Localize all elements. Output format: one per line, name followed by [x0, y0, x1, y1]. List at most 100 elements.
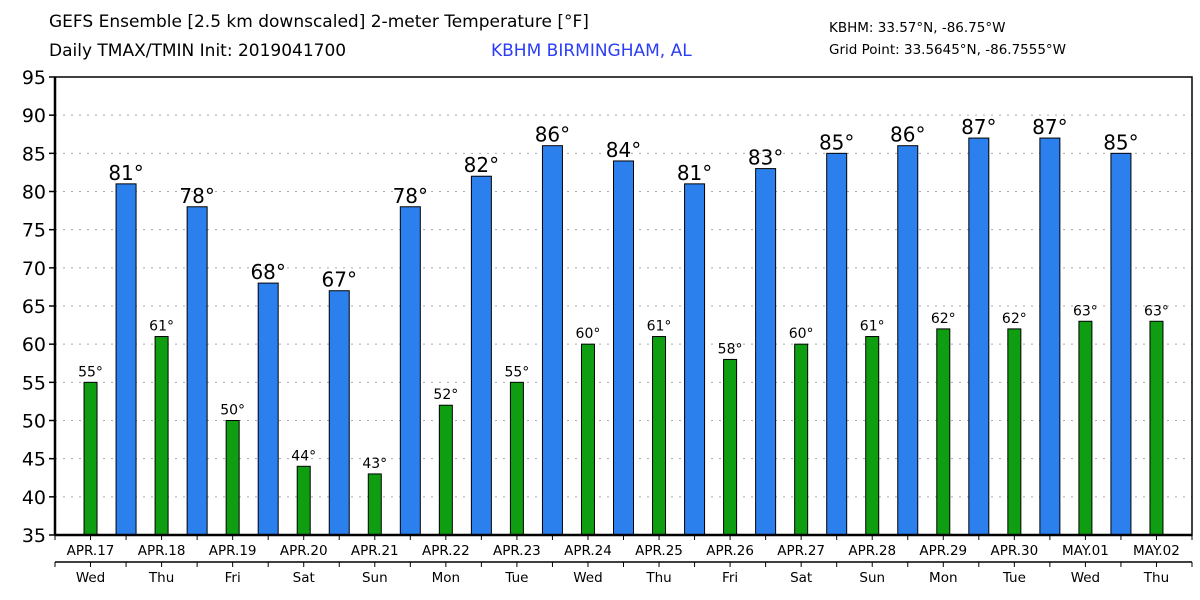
tmax-label: 84°: [606, 138, 641, 162]
y-tick-label: 95: [22, 67, 46, 89]
tmax-bar: [186, 206, 208, 536]
tmax-label: 87°: [1032, 115, 1067, 139]
bars: [83, 137, 1164, 536]
tmax-bar: [470, 175, 492, 536]
tmin-bar: [794, 343, 809, 536]
tmin-bar: [1149, 320, 1164, 536]
tmin-label: 52°: [433, 387, 458, 403]
x-tick-label: APR.21: [351, 543, 399, 559]
weekday-label: Sun: [859, 570, 885, 586]
x-tick-label: APR.19: [209, 543, 257, 559]
tmin-bar: [438, 404, 453, 536]
tmin-label: 60°: [576, 326, 601, 342]
tmin-label: 62°: [931, 311, 956, 327]
tmin-bar: [1078, 320, 1093, 536]
x-tick-label: APR.28: [848, 543, 896, 559]
weekday-label: Wed: [76, 570, 105, 586]
tmax-label: 82°: [464, 153, 499, 177]
tmax-bar: [613, 160, 634, 536]
grid-point-coordinates: Grid Point: 33.5645°N, -86.7555°W: [829, 42, 1067, 58]
chart-subtitle: Daily TMAX/TMIN Init: 2019041700: [49, 41, 347, 61]
weekday-label: Mon: [432, 570, 460, 586]
tmin-bar: [225, 420, 240, 536]
tmax-bar: [328, 290, 350, 536]
tmax-label: 87°: [961, 115, 996, 139]
tmax-label: 86°: [890, 123, 925, 147]
x-tick-label: APR.25: [635, 543, 683, 559]
station-name: KBHM BIRMINGHAM, AL: [491, 41, 692, 61]
tmin-label: 50°: [220, 403, 245, 419]
tmin-bar: [83, 381, 98, 536]
tmax-bar: [897, 145, 919, 536]
y-tick-label: 60: [22, 334, 46, 356]
tmin-bar: [936, 328, 951, 536]
tmax-label: 85°: [1103, 130, 1138, 154]
y-tick-label: 40: [22, 487, 46, 509]
tmax-bar: [755, 168, 777, 536]
tmax-bar: [1039, 137, 1061, 536]
tmin-label: 63°: [1073, 303, 1098, 319]
x-tick-label: APR.24: [564, 543, 612, 559]
tmin-bar: [652, 336, 667, 536]
x-tick-label: APR.18: [138, 543, 186, 559]
tmin-label: 61°: [860, 319, 885, 335]
weekday-label: Mon: [929, 570, 957, 586]
x-tick-label: MAY.02: [1133, 543, 1180, 559]
tmax-bar: [968, 137, 990, 536]
tmin-label: 44°: [291, 448, 316, 464]
y-tick-label: 80: [22, 182, 46, 204]
chart-title: GEFS Ensemble [2.5 km downscaled] 2-mete…: [49, 12, 589, 32]
weekday-label: Sat: [790, 570, 812, 586]
x-tick-label: APR.26: [706, 543, 754, 559]
tmax-label: 85°: [819, 130, 854, 154]
tmin-bar: [865, 336, 880, 536]
x-tick-label: APR.17: [67, 543, 115, 559]
weekday-label: Thu: [1143, 570, 1169, 586]
tmax-label: 81°: [677, 161, 712, 185]
y-tick-label: 70: [22, 258, 46, 280]
x-tick-label: APR.29: [919, 543, 967, 559]
tmax-bar: [257, 282, 279, 536]
weekday-label: Wed: [1071, 570, 1100, 586]
tmin-bar: [154, 336, 169, 536]
axes: 35 40 45 50 55 60 65 70 75 80 85 90 95 APR.17 Wed APR.1…: [22, 67, 1193, 586]
x-tick-label: APR.22: [422, 543, 470, 559]
tmax-bar: [684, 183, 706, 536]
x-tick-label: MAY.01: [1062, 543, 1109, 559]
weekday-label: Thu: [645, 570, 671, 586]
tmax-bar: [826, 152, 848, 536]
weekday-label: Tue: [1002, 570, 1026, 586]
tmin-label: 43°: [362, 456, 387, 472]
tmin-label: 60°: [789, 326, 814, 342]
tmin-label: 55°: [78, 364, 103, 380]
tmin-label: 63°: [1144, 303, 1169, 319]
tmax-bar: [399, 206, 421, 536]
x-tick-label: APR.20: [280, 543, 328, 559]
tmax-label: 86°: [535, 123, 570, 147]
weekday-label: Sat: [293, 570, 315, 586]
y-tick-label: 85: [22, 143, 46, 165]
tmax-bar: [1110, 152, 1132, 536]
tmin-label: 55°: [504, 364, 529, 380]
tmin-label: 61°: [149, 319, 174, 335]
tmax-label: 83°: [748, 146, 783, 170]
weekday-label: Wed: [573, 570, 602, 586]
y-tick-label: 90: [22, 105, 46, 127]
tmax-label: 78°: [393, 184, 428, 208]
tmin-bar: [1007, 328, 1022, 536]
tmin-bar: [367, 473, 382, 536]
tmax-bar: [541, 145, 563, 536]
tmin-bar: [509, 381, 524, 536]
y-tick-label: 65: [22, 296, 46, 318]
tmin-label: 62°: [1002, 311, 1027, 327]
x-tick-label: APR.23: [493, 543, 541, 559]
tmax-label: 78°: [179, 184, 214, 208]
tmax-label: 68°: [250, 260, 285, 284]
station-coordinates: KBHM: 33.57°N, -86.75°W: [829, 20, 1006, 36]
x-tick-label: APR.30: [990, 543, 1038, 559]
weekday-label: Sun: [362, 570, 388, 586]
bar-labels: 55° 61° 50° 44° 43° 52° 55° 60° 61° 58° 60° 61° 62° 6…: [78, 115, 1169, 472]
y-tick-label: 55: [22, 372, 46, 394]
tmin-bar: [723, 358, 738, 536]
